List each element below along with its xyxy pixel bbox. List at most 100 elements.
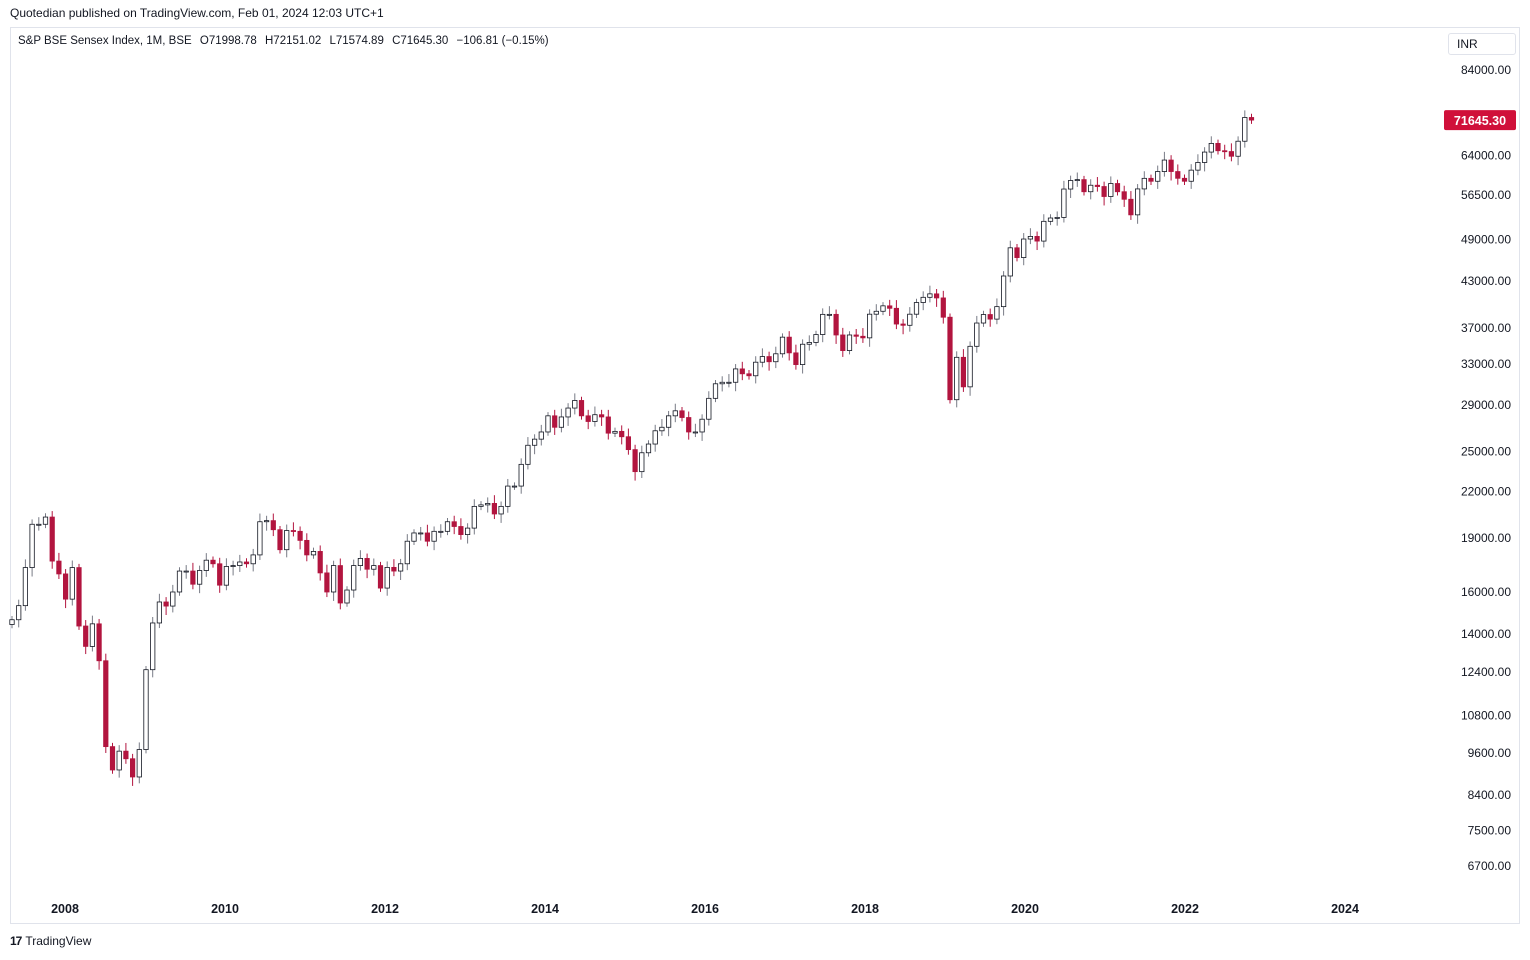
x-tick-label: 2024 [1331,902,1359,916]
candle-body [612,430,618,434]
candle-body [954,356,960,401]
candle-body [1228,151,1234,157]
candle-body [766,356,772,363]
candle-body [96,623,102,662]
symbol-legend: S&P BSE Sensex Index, 1M, BSE O71998.78 … [18,35,549,47]
footer-brand: TradingView [25,934,92,948]
candle-body [143,669,149,750]
candle-body [217,563,223,586]
candle-body [853,334,859,337]
candle-body [974,322,980,347]
chart-frame[interactable] [10,27,1520,924]
candle-body [867,313,873,339]
candle-body [63,573,69,600]
candle-body [1068,180,1074,190]
candle-body [183,570,189,573]
candle-body [1094,184,1100,187]
candle-body [210,559,216,565]
y-tick-label: 29000.00 [1461,398,1511,412]
candle-body [632,449,638,473]
candle-body [1235,140,1241,157]
candle-body [692,431,699,434]
candle-body [364,558,370,570]
candle-body [263,520,270,523]
candle-body [545,415,551,433]
candle-body [223,566,229,586]
x-tick-label: 2008 [51,902,79,916]
candle-body [1148,177,1154,182]
candle-body [840,334,846,351]
candle-body [237,561,243,566]
legend-close: C71645.30 [392,35,449,47]
candle-body [719,381,725,385]
candle-body [699,418,705,433]
candle-body [16,605,22,621]
candle-body [913,302,920,315]
y-tick-label: 25000.00 [1461,445,1511,459]
candle-body [49,516,55,562]
candle-body [337,565,343,604]
candle-body [498,505,504,515]
candle-body [418,532,424,535]
currency-button[interactable]: INR [1448,33,1516,55]
candle-body [103,660,109,748]
y-tick-label: 19000.00 [1461,531,1511,545]
candle-body [438,530,444,533]
candle-body [357,558,364,566]
candle-body [793,352,799,365]
candle-body [451,521,457,527]
candle-body [1021,238,1027,258]
candle-body [404,540,410,565]
x-tick-label: 2012 [371,902,399,916]
candle-body [666,415,672,428]
candle-body [123,750,129,760]
candle-body [505,485,511,507]
candle-body [1215,142,1221,152]
candle-body [284,530,290,551]
candle-body [1188,169,1194,182]
y-tick-label: 10800.00 [1461,709,1511,723]
candle-body [1242,117,1248,142]
candle-body [129,758,136,778]
candle-body [42,516,49,525]
candle-body [89,623,95,647]
candle-body [1041,220,1047,242]
candle-body [203,559,209,571]
candle-body [572,400,578,409]
candle-body [552,415,558,428]
candle-body [686,417,692,433]
candle-body [639,452,645,473]
candle-body [1054,217,1060,219]
x-tick-label: 2020 [1011,902,1039,916]
candle-body [243,561,250,565]
candle-body [833,313,839,336]
candle-body [1128,198,1134,216]
candle-body [56,560,62,575]
candle-body [156,601,162,624]
candle-body [257,521,263,556]
candle-body [1121,191,1127,200]
candle-body [1027,236,1033,240]
candle-body [907,313,913,326]
candle-body [739,368,745,375]
candle-body [1141,177,1147,190]
candle-body [967,345,973,388]
y-tick-label: 16000.00 [1461,585,1511,599]
candle-body [980,314,987,324]
candle-body [297,530,303,541]
candle-body [645,443,652,454]
candle-body [706,397,712,420]
candle-body [960,356,967,388]
candle-body [371,565,377,570]
candle-body [786,336,792,354]
candle-body [324,572,330,593]
candle-body [518,463,524,487]
candle-body [746,373,752,377]
candle-body [270,520,276,531]
candle-body [1208,142,1214,153]
candle-body [994,306,1000,320]
candle-body [679,410,685,418]
candle-body [920,296,926,303]
y-tick-label: 9600.00 [1468,746,1512,760]
